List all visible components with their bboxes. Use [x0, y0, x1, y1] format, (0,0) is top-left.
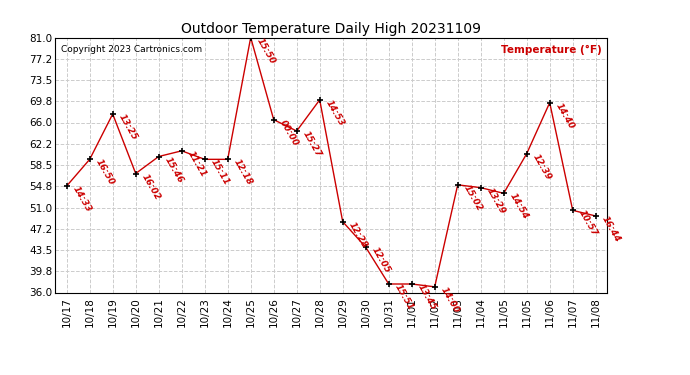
Text: 00:00: 00:00	[278, 118, 300, 148]
Text: 15:50: 15:50	[255, 36, 277, 65]
Text: 15:27: 15:27	[301, 130, 323, 159]
Text: 14:54: 14:54	[508, 192, 530, 221]
Text: 14:40: 14:40	[554, 101, 576, 130]
Text: 12:28: 12:28	[347, 220, 369, 250]
Text: 15:11: 15:11	[209, 158, 231, 187]
Text: 14:53: 14:53	[324, 99, 346, 128]
Text: Copyright 2023 Cartronics.com: Copyright 2023 Cartronics.com	[61, 45, 202, 54]
Text: 13:45: 13:45	[416, 283, 438, 312]
Text: 16:50: 16:50	[94, 158, 116, 187]
Text: 12:39: 12:39	[531, 152, 553, 182]
Text: 12:18: 12:18	[232, 158, 254, 187]
Text: 10:57: 10:57	[577, 209, 599, 238]
Text: 11:21: 11:21	[186, 150, 208, 179]
Text: 16:02: 16:02	[140, 172, 162, 201]
Text: 13:29: 13:29	[485, 186, 507, 216]
Text: Temperature (°F): Temperature (°F)	[501, 45, 602, 55]
Text: 13:25: 13:25	[117, 112, 139, 142]
Text: 12:05: 12:05	[370, 246, 392, 275]
Text: 15:02: 15:02	[462, 183, 484, 213]
Title: Outdoor Temperature Daily High 20231109: Outdoor Temperature Daily High 20231109	[181, 22, 481, 36]
Text: 15:51: 15:51	[393, 283, 415, 312]
Text: 15:46: 15:46	[163, 155, 185, 184]
Text: 14:33: 14:33	[71, 184, 93, 214]
Text: 14:00: 14:00	[439, 285, 461, 315]
Text: 16:44: 16:44	[600, 214, 622, 244]
